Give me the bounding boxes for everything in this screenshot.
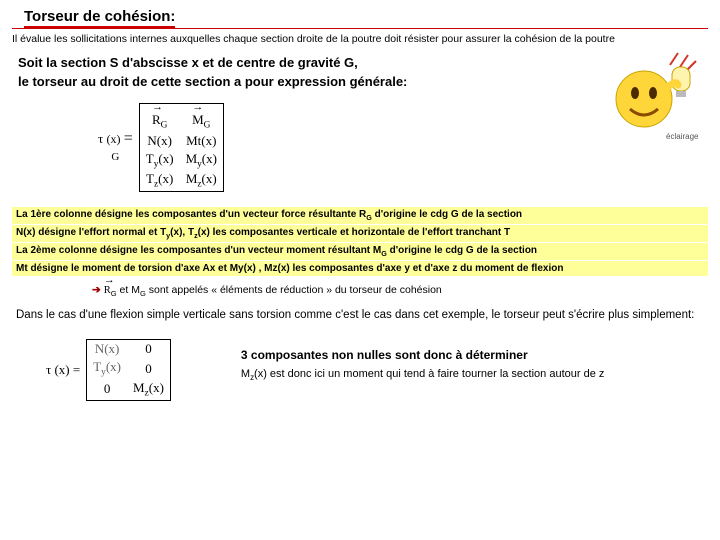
conclusion-block: 3 composantes non nulles sont donc à dét…: [241, 348, 604, 382]
section-line-2: le torseur au droit de cette section a p…: [18, 74, 610, 89]
smiley-illustration: éclairage: [610, 45, 698, 146]
conclusion-bold: 3 composantes non nulles sont donc à dét…: [241, 348, 604, 362]
bottom-row: τ (x) = N(x) 0 Ty(x) 0 0 Mz(x) 3 composa…: [12, 329, 708, 400]
highlight-col1-detail: N(x) désigne l'effort normal et Ty(x), T…: [12, 225, 708, 242]
intro-text: Il évalue les sollicitations internes au…: [12, 33, 708, 45]
highlight-col1-desc: La 1ère colonne désigne les composantes …: [12, 207, 708, 224]
tau-origin: G: [111, 151, 119, 163]
svg-text:éclairage: éclairage: [666, 132, 698, 141]
formula-2: τ (x) = N(x) 0 Ty(x) 0 0 Mz(x): [40, 339, 171, 400]
tau-x: (x): [106, 132, 120, 146]
section-line-1: Soit la section S d'abscisse x et de cen…: [18, 55, 610, 70]
page-title: Torseur de cohésion:: [24, 8, 175, 28]
highlight-col2-desc: La 2ème colonne désigne les composantes …: [12, 243, 708, 260]
conclusion-small: Mz(x) est donc ici un moment qui tend à …: [241, 368, 604, 380]
vec-M: M: [192, 112, 204, 127]
arrow-icon: ➔: [92, 284, 104, 296]
formula-1: τ (x) = G RG MG N(x) Mt(x): [92, 103, 610, 192]
highlight-col2-detail: Mt désigne le moment de torsion d'axe Ax…: [12, 261, 708, 276]
content-row: Soit la section S d'abscisse x et de cen…: [12, 51, 708, 206]
title-bar: Torseur de cohésion:: [12, 8, 708, 29]
tau2: τ (x) =: [40, 340, 87, 400]
reduction-note: ➔ RG et MG sont appelés « éléments de ré…: [92, 284, 708, 298]
simplification-text: Dans le cas d'une flexion simple vertica…: [16, 308, 704, 324]
tau-symbol: τ: [98, 131, 103, 146]
vec-R: R: [152, 112, 161, 127]
